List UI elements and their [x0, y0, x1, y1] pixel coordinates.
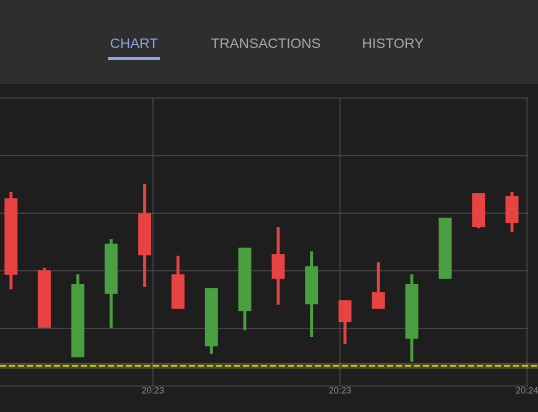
candle-body: [4, 198, 18, 275]
x-tick-label: 20:23: [142, 385, 165, 395]
candle-body: [371, 292, 385, 309]
candle-body: [71, 284, 85, 358]
candle-body: [204, 288, 218, 347]
candle-body: [305, 266, 319, 305]
candle-body: [438, 217, 452, 279]
candle-body: [405, 284, 419, 339]
tab[interactable]: HISTORY: [362, 35, 424, 51]
candle-body: [338, 300, 352, 323]
tab[interactable]: TRANSACTIONS: [211, 35, 321, 51]
x-tick-label: 20:23: [329, 385, 352, 395]
candle-body: [271, 254, 285, 279]
candle-body: [505, 195, 519, 223]
candle-body: [171, 274, 185, 309]
candle-body: [472, 193, 486, 228]
tab-bar: CHART TRANSACTIONS HISTORY: [0, 0, 538, 84]
chart: 20:23 20:23 20:24: [0, 97, 538, 395]
candle-body: [37, 270, 51, 328]
x-tick-label: 20:24: [516, 385, 538, 395]
candle-body: [138, 213, 152, 256]
tab[interactable]: CHART: [108, 35, 160, 60]
candle-body: [238, 247, 252, 312]
candle-body: [104, 243, 118, 294]
